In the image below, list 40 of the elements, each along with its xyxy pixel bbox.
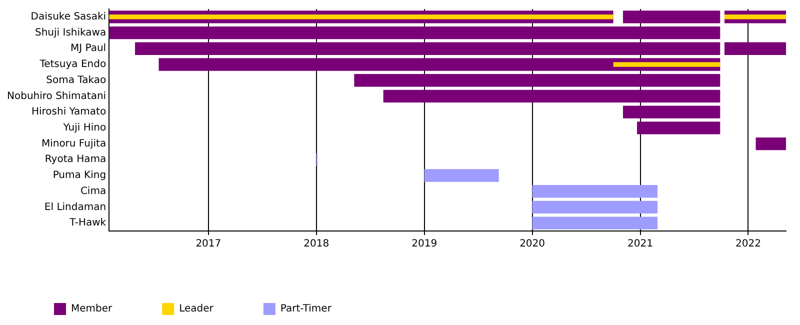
y-tick-label: Cima [80, 186, 106, 197]
bar [135, 42, 720, 55]
legend-label: Leader [179, 304, 214, 315]
bar [724, 14, 786, 20]
legend-label: Part-Timer [280, 304, 332, 315]
x-tick-label: 2022 [735, 238, 761, 250]
y-tick-label: MJ Paul [70, 43, 106, 54]
bar [109, 26, 720, 40]
x-tick-label: 2021 [628, 238, 653, 250]
bar [756, 137, 786, 150]
bar [532, 200, 658, 214]
y-tick-label: Yuji Hino [62, 122, 106, 134]
y-tick-label: Nobuhiro Shimatani [6, 90, 106, 102]
x-tick-label: 2019 [412, 238, 438, 250]
bar [622, 106, 720, 118]
bar [622, 10, 720, 24]
y-tick-label: Daisuke Sasaki [30, 12, 106, 23]
bar [532, 185, 658, 198]
y-tick-label: Hiroshi Yamato [31, 106, 106, 118]
bar [613, 62, 720, 67]
bar [383, 90, 720, 103]
y-tick-label: Shuji Ishikawa [34, 27, 106, 38]
x-tick-label: 2020 [520, 238, 546, 250]
y-tick-label: El Lindaman [44, 202, 106, 213]
bar [424, 169, 499, 182]
bar [158, 58, 720, 71]
y-tick-label: Soma Takao [46, 74, 106, 86]
y-tick-label: Ryota Hama [44, 154, 106, 166]
x-tick-label: 2018 [304, 238, 330, 250]
bar [724, 42, 786, 55]
y-tick-label: Minoru Fujita [41, 138, 106, 150]
bar [532, 216, 658, 230]
y-tick-label: Puma King [52, 170, 106, 182]
y-tick-label: Tetsuya Endo [38, 59, 106, 70]
legend-label: Member [71, 304, 114, 315]
y-tick-label: T-Hawk [68, 218, 106, 229]
bar [637, 122, 720, 134]
bar [109, 14, 614, 20]
x-tick-label: 2017 [196, 238, 222, 250]
bar [354, 74, 720, 87]
